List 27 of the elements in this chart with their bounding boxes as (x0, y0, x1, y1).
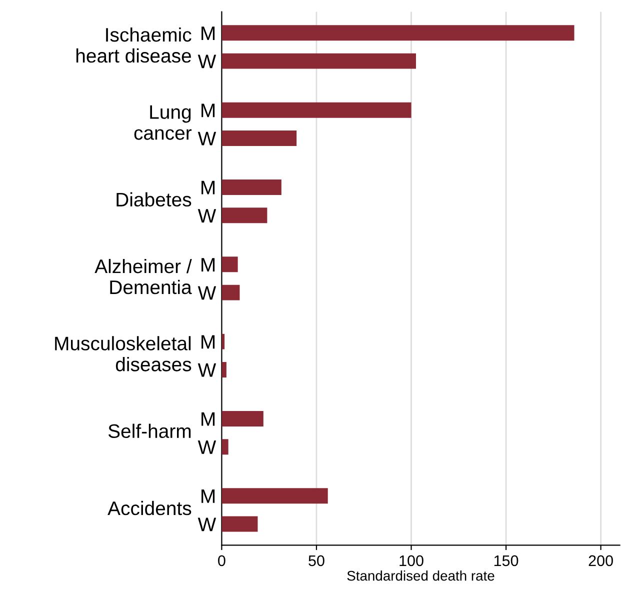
x-axis-title: Standardised death rate (347, 570, 494, 581)
y-tick-label: W (198, 132, 216, 146)
y-tick-label: W (198, 363, 216, 377)
text: Alzheimer / Dementia (94, 258, 192, 294)
y-tick-label: M (202, 104, 215, 118)
x-tick-label: 150 (494, 555, 518, 566)
text: Diabetes (116, 192, 192, 207)
y-tick-label: M (202, 180, 215, 194)
y-tick-label: M (202, 335, 215, 349)
y-tick-label: W (198, 54, 216, 68)
x-tick-label: 100 (400, 555, 424, 566)
y-tick-label: M (202, 412, 215, 426)
y-tick-label: W (198, 518, 216, 532)
y-tick-label: M (202, 26, 215, 40)
y-tick-label: W (198, 209, 216, 222)
text: Ischaemic heart disease (76, 27, 192, 63)
y-tick-label: M (202, 258, 215, 272)
text: Lung cancer (134, 105, 192, 140)
y-tick-label: M (202, 490, 215, 503)
x-tick-label: 50 (308, 555, 324, 566)
x-tick-label: 0 (218, 555, 226, 566)
text: Self-harm (108, 424, 191, 438)
y-tick-label: W (198, 440, 216, 454)
y-tick-label: W (198, 286, 216, 300)
x-tick-label: 200 (588, 555, 613, 566)
text: Musculoskeletal diseases (55, 336, 192, 372)
text: Accidents (108, 500, 192, 516)
